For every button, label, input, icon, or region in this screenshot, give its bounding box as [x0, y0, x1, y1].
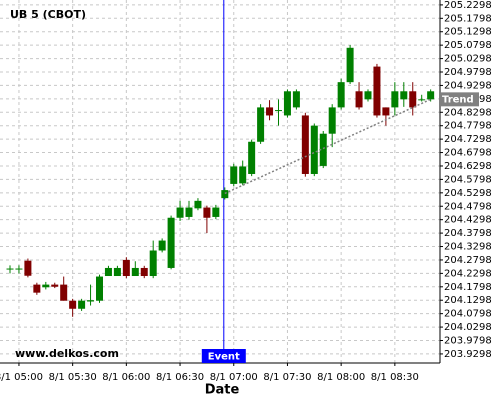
- x-tick-label: 8/1 05:00: [0, 372, 43, 383]
- candle-body: [78, 300, 86, 309]
- y-tick-label: 204.2798: [444, 255, 492, 266]
- y-tick-label: 205.1298: [444, 27, 492, 38]
- y-tick-label: 204.9798: [444, 67, 492, 78]
- candle-body: [51, 284, 59, 287]
- candle-body: [69, 300, 77, 309]
- candle-body: [239, 166, 247, 184]
- candle-body: [33, 284, 41, 293]
- candle-body: [382, 107, 390, 116]
- y-tick-label: 204.0798: [444, 309, 492, 320]
- watermark: www.delkos.com: [15, 347, 119, 360]
- candle-body: [301, 115, 309, 174]
- y-tick-label: 203.9798: [444, 336, 492, 347]
- candle-body: [194, 200, 202, 209]
- x-tick-label: 8/1 07:00: [210, 372, 258, 383]
- candle-body: [230, 166, 238, 184]
- candle-body: [328, 107, 336, 134]
- candle-body: [427, 91, 435, 100]
- plot-area: [0, 0, 440, 363]
- y-tick-label: 204.1798: [444, 282, 492, 293]
- candle-body: [248, 141, 256, 174]
- y-tick-label: 204.8298: [444, 107, 492, 118]
- y-tick-label: 204.5298: [444, 188, 492, 199]
- y-tick-label: 204.1298: [444, 295, 492, 306]
- candle-body: [122, 259, 130, 277]
- candle-body: [113, 267, 121, 277]
- candle-body: [283, 91, 291, 116]
- candle-body: [292, 91, 300, 108]
- candle-body: [203, 207, 211, 218]
- candle-body: [131, 267, 139, 277]
- y-tick-label: 204.2298: [444, 268, 492, 279]
- candle-body: [158, 240, 166, 251]
- event-box: [201, 349, 246, 363]
- y-tick-label: 205.0798: [444, 40, 492, 51]
- y-tick-label: 204.9298: [444, 80, 492, 91]
- candle-body: [60, 284, 68, 301]
- candle-body: [140, 267, 148, 277]
- candle-body: [176, 207, 184, 218]
- x-tick-label: 8/1 06:00: [102, 372, 150, 383]
- x-axis-title: Date: [205, 383, 240, 398]
- y-tick-label: 204.4798: [444, 201, 492, 212]
- candle-body: [24, 260, 32, 276]
- y-tick-label: 204.3298: [444, 242, 492, 253]
- y-tick-label: 204.7798: [444, 121, 492, 132]
- candle-body: [337, 82, 345, 108]
- candle-body: [212, 207, 220, 217]
- candle-body: [104, 267, 112, 277]
- candle-body: [310, 125, 318, 174]
- y-tick-label: 205.1798: [444, 13, 492, 24]
- candle-body: [400, 91, 408, 100]
- y-tick-label: 205.0298: [444, 54, 492, 65]
- candle-body: [96, 276, 103, 301]
- candle-body: [149, 250, 157, 277]
- y-tick-label: 204.5798: [444, 174, 492, 185]
- x-tick-label: 8/1 06:30: [156, 372, 204, 383]
- candle-body: [364, 91, 372, 100]
- candle-body: [185, 207, 193, 217]
- x-tick-label: 8/1 08:00: [317, 372, 365, 383]
- trend-line: [224, 98, 431, 195]
- trend-box: [439, 92, 479, 107]
- x-tick-label: 8/1 07:30: [263, 372, 311, 383]
- y-tick-label: 204.4298: [444, 215, 492, 226]
- candle-body: [266, 107, 274, 116]
- candle-body: [355, 91, 363, 108]
- candle-body: [87, 300, 95, 302]
- x-tick-label: 8/1 05:30: [49, 372, 97, 383]
- candle-body: [319, 133, 327, 166]
- y-tick-label: 204.3798: [444, 228, 492, 239]
- candle-body: [275, 110, 282, 112]
- y-tick-label: 204.6798: [444, 148, 492, 159]
- y-tick-label: 203.9298: [444, 349, 492, 360]
- trend-label: Trend: [442, 94, 474, 105]
- x-tick-label: 8/1 08:30: [371, 372, 419, 383]
- candle-body: [346, 47, 354, 83]
- event-label: Event: [208, 352, 240, 363]
- candle-body: [418, 99, 426, 101]
- chart-title: UB 5 (CBOT): [10, 8, 86, 21]
- y-tick-label: 204.7298: [444, 134, 492, 145]
- candle-body: [167, 217, 175, 268]
- y-tick-label: 204.6298: [444, 161, 492, 172]
- candle-body: [257, 107, 265, 142]
- y-tick-label: 205.2298: [444, 0, 492, 11]
- y-tick-label: 204.0298: [444, 322, 492, 333]
- candle-body: [373, 66, 381, 116]
- candle-body: [391, 91, 399, 108]
- candle-body: [6, 268, 14, 270]
- candle-body: [15, 268, 23, 270]
- candle-body: [42, 284, 50, 288]
- candle-body: [409, 91, 417, 108]
- candle-body: [221, 190, 229, 199]
